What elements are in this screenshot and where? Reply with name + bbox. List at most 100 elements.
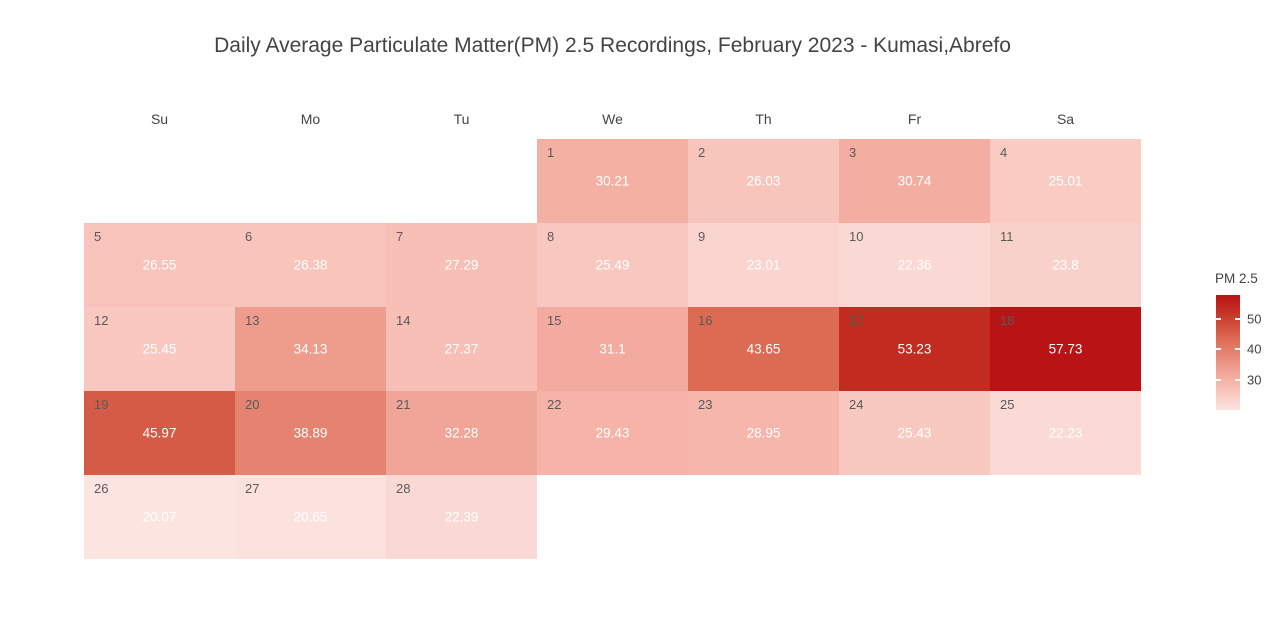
day-number: 1 (547, 145, 555, 160)
day-number: 18 (1000, 313, 1015, 328)
day-value: 26.38 (293, 257, 328, 273)
day-number: 24 (849, 397, 864, 412)
day-cell-22: 22 29.43 (537, 391, 688, 475)
day-value: 45.97 (142, 425, 177, 441)
weekday-label-th: Th (755, 111, 772, 127)
day-cell-7: 7 27.29 (386, 223, 537, 307)
day-number: 8 (547, 229, 555, 244)
day-number: 7 (396, 229, 404, 244)
day-cell-25: 25 22.23 (990, 391, 1141, 475)
day-number: 4 (1000, 145, 1008, 160)
day-number: 6 (245, 229, 253, 244)
day-value: 43.65 (746, 341, 781, 357)
colorbar-tick-mark (1216, 317, 1221, 320)
day-cell-28: 28 22.39 (386, 475, 537, 559)
colorbar-tick-mark (1216, 378, 1221, 381)
day-cell-11: 11 23.8 (990, 223, 1141, 307)
day-cell-20: 20 38.89 (235, 391, 386, 475)
day-value: 23.8 (1052, 257, 1079, 273)
day-cell-24: 24 25.43 (839, 391, 990, 475)
day-value: 27.37 (444, 341, 479, 357)
day-cell-3: 3 30.74 (839, 139, 990, 223)
day-value: 23.01 (746, 257, 781, 273)
day-cell-4: 4 25.01 (990, 139, 1141, 223)
colorbar-tick-mark (1235, 348, 1240, 351)
weekday-label-we: We (602, 111, 623, 127)
day-value: 20.65 (293, 509, 328, 525)
day-cell-18: 18 57.73 (990, 307, 1141, 391)
day-number: 12 (94, 313, 109, 328)
day-number: 3 (849, 145, 857, 160)
day-cell-16: 16 43.65 (688, 307, 839, 391)
colorbar-tick-label-50: 50 (1247, 311, 1262, 327)
day-value: 22.23 (1048, 425, 1083, 441)
colorbar-tick-label-30: 30 (1247, 372, 1262, 388)
day-value: 28.95 (746, 425, 781, 441)
chart-title: Daily Average Particulate Matter(PM) 2.5… (214, 34, 1011, 57)
weekday-label-sa: Sa (1056, 111, 1075, 127)
day-number: 14 (396, 313, 411, 328)
day-cell-17: 17 53.23 (839, 307, 990, 391)
day-value: 22.36 (897, 257, 932, 273)
day-number: 10 (849, 229, 864, 244)
day-value: 31.1 (599, 341, 626, 357)
day-number: 2 (698, 145, 706, 160)
day-cell-10: 10 22.36 (839, 223, 990, 307)
day-value: 22.39 (444, 509, 479, 525)
colorbar-tick-label-40: 40 (1247, 341, 1262, 357)
day-cell-8: 8 25.49 (537, 223, 688, 307)
colorbar-tick-mark (1235, 317, 1240, 320)
day-value: 32.28 (444, 425, 479, 441)
day-value: 25.01 (1048, 173, 1083, 189)
day-number: 25 (1000, 397, 1015, 412)
day-cell-21: 21 32.28 (386, 391, 537, 475)
day-value: 20.07 (142, 509, 177, 525)
colorbar-tick-mark (1235, 378, 1240, 381)
day-number: 11 (1000, 229, 1014, 244)
day-value: 34.13 (293, 341, 328, 357)
day-number: 28 (396, 481, 411, 496)
day-number: 9 (698, 229, 706, 244)
day-cell-12: 12 25.45 (84, 307, 235, 391)
day-cell-15: 15 31.1 (537, 307, 688, 391)
day-number: 23 (698, 397, 713, 412)
day-cell-9: 9 23.01 (688, 223, 839, 307)
day-cell-23: 23 28.95 (688, 391, 839, 475)
day-cell-1: 1 30.21 (537, 139, 688, 223)
day-value: 38.89 (293, 425, 328, 441)
weekday-label-fr: Fr (907, 111, 922, 127)
day-cell-14: 14 27.37 (386, 307, 537, 391)
day-cell-5: 5 26.55 (84, 223, 235, 307)
day-value: 26.03 (746, 173, 781, 189)
day-value: 30.74 (897, 173, 932, 189)
day-number: 16 (698, 313, 713, 328)
day-number: 20 (245, 397, 260, 412)
day-number: 5 (94, 229, 102, 244)
day-number: 21 (396, 397, 411, 412)
day-value: 25.43 (897, 425, 932, 441)
day-value: 57.73 (1048, 341, 1083, 357)
colorbar-tick-mark (1216, 348, 1221, 351)
day-value: 26.55 (142, 257, 177, 273)
day-value: 25.45 (142, 341, 177, 357)
day-number: 15 (547, 313, 562, 328)
colorbar-gradient (1216, 295, 1240, 410)
weekday-label-mo: Mo (300, 111, 321, 127)
day-cell-6: 6 26.38 (235, 223, 386, 307)
day-number: 22 (547, 397, 562, 412)
weekday-label-su: Su (150, 111, 169, 127)
day-value: 30.21 (595, 173, 630, 189)
day-number: 13 (245, 313, 260, 328)
day-cell-27: 27 20.65 (235, 475, 386, 559)
day-number: 26 (94, 481, 109, 496)
day-value: 25.49 (595, 257, 630, 273)
day-number: 17 (849, 313, 864, 328)
day-cell-26: 26 20.07 (84, 475, 235, 559)
day-value: 29.43 (595, 425, 630, 441)
day-number: 19 (94, 397, 109, 412)
colorbar-title: PM 2.5 (1215, 271, 1258, 286)
day-value: 53.23 (897, 341, 932, 357)
day-cell-13: 13 34.13 (235, 307, 386, 391)
day-value: 27.29 (444, 257, 479, 273)
